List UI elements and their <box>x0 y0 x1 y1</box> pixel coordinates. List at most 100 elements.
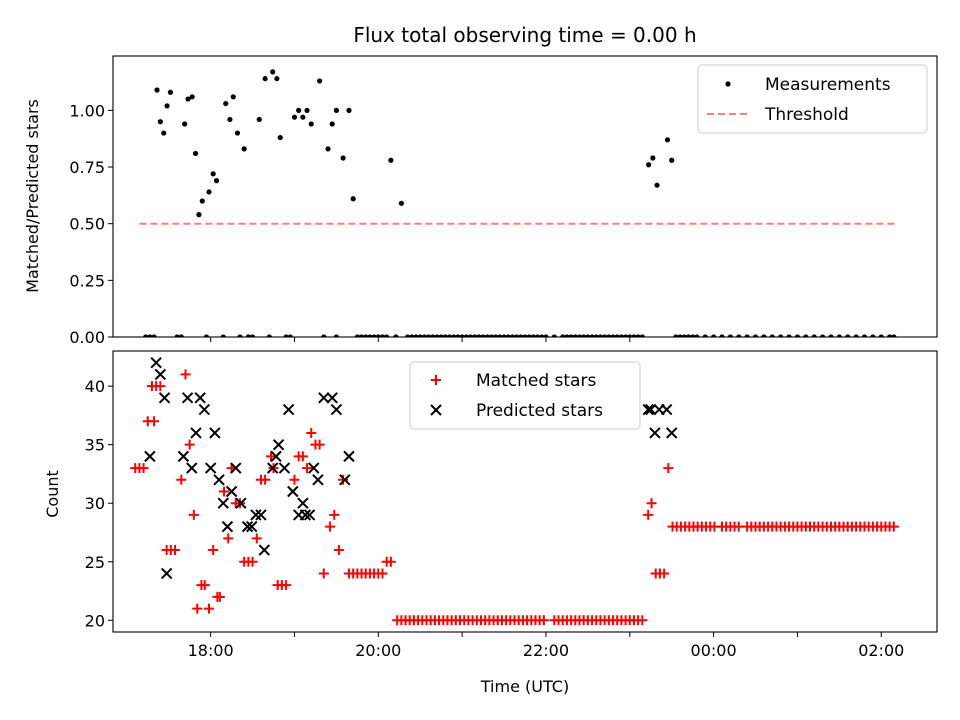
measurement-point <box>576 334 583 337</box>
measurement-point <box>514 334 520 337</box>
measurement-point <box>664 137 671 143</box>
measurement-point <box>769 334 775 337</box>
measurement-point <box>358 334 365 337</box>
measurement-point <box>887 334 893 337</box>
predicted-star-point <box>660 403 673 416</box>
measurement-point <box>752 334 759 337</box>
predicted-star-point <box>303 509 316 521</box>
x-tick-label: 22:00 <box>523 641 569 660</box>
measurement-point <box>203 334 210 337</box>
matched-star-point <box>180 369 191 380</box>
measurement-point <box>618 334 624 337</box>
measurement-point <box>560 334 566 337</box>
legend-threshold-label: Threshold <box>764 105 849 125</box>
measurement-point <box>234 130 241 136</box>
measurement-point <box>685 334 692 337</box>
measurement-point <box>654 182 660 188</box>
matched-star-point <box>188 509 199 520</box>
measurement-point <box>597 334 604 337</box>
measurement-point <box>363 334 369 337</box>
predicted-star-point <box>270 450 282 463</box>
predicted-star-point <box>190 427 202 439</box>
measurement-point <box>518 334 524 337</box>
matched-star-point <box>663 463 674 474</box>
measurement-point <box>161 130 167 136</box>
measurement-point <box>673 334 679 337</box>
predicted-star-point <box>186 462 198 474</box>
measurement-point <box>262 76 268 82</box>
measurement-point <box>669 157 675 163</box>
matched-star-point <box>223 533 234 544</box>
matched-star-point <box>170 545 181 556</box>
matched-star-point <box>297 451 308 462</box>
matched-star-point <box>333 545 344 556</box>
measurement-point <box>778 334 784 337</box>
predicted-star-point <box>665 427 678 439</box>
legend-predicted-marker <box>430 404 442 416</box>
matched-star-point <box>203 603 214 614</box>
measurement-point <box>367 334 373 337</box>
measurement-point <box>585 334 591 337</box>
measurement-point <box>329 121 335 127</box>
measurement-point <box>333 107 339 113</box>
measurement-point <box>522 334 528 337</box>
y-tick-label: 30 <box>85 494 105 513</box>
predicted-star-point <box>287 485 299 498</box>
measurement-point <box>744 334 750 337</box>
measurement-point <box>417 334 423 337</box>
matched-star-point <box>733 521 744 532</box>
legend: Measurements Threshold <box>697 64 928 134</box>
predicted-star-point <box>266 462 279 474</box>
y-tick-label: 0.25 <box>69 271 105 290</box>
legend-matched-marker <box>431 375 441 385</box>
predicted-star-point <box>181 392 194 404</box>
measurement-point <box>646 162 652 168</box>
measurement-point <box>694 334 700 337</box>
measurement-point <box>227 116 233 123</box>
measurement-point <box>803 334 809 337</box>
matched-star-point <box>184 439 195 450</box>
matched-star-point <box>214 591 225 602</box>
predicted-star-point <box>246 520 258 533</box>
measurement-point <box>484 334 490 337</box>
predicted-star-point <box>158 392 171 404</box>
measurement-point <box>421 334 428 337</box>
measurement-point <box>371 334 377 337</box>
top-plot: 0.00 0.25 0.50 0.75 1.00 Measurements Threshol… <box>69 55 938 347</box>
measurement-point <box>154 87 160 93</box>
measurement-point <box>287 334 293 337</box>
measurement-point <box>497 334 503 337</box>
measurement-point <box>354 334 360 337</box>
matched-star-point <box>888 521 899 532</box>
measurement-point <box>614 334 620 337</box>
measurement-point <box>206 189 212 195</box>
measurement-point <box>472 334 478 337</box>
measurement-point <box>455 334 461 337</box>
y-tick-label: 0.50 <box>69 215 105 234</box>
predicted-star-point <box>209 427 221 439</box>
predicted-star-point <box>235 497 247 509</box>
measurement-point <box>505 334 511 337</box>
predicted-star-point <box>213 474 225 486</box>
predicted-star-point <box>241 520 254 533</box>
measurement-point <box>501 334 507 337</box>
measurement-point <box>581 334 587 337</box>
legend-measurements-label: Measurements <box>765 75 891 95</box>
matched-star-point <box>199 580 210 591</box>
measurement-point <box>677 334 683 337</box>
y-tick-label: 0.00 <box>69 328 105 347</box>
matched-star-point <box>149 416 160 427</box>
measurement-point <box>192 150 199 157</box>
predicted-star-point <box>642 403 654 416</box>
measurement-point <box>199 198 205 204</box>
predicted-star-point <box>194 392 206 404</box>
predicted-star-point <box>198 403 211 416</box>
legend-measurements-marker <box>725 81 731 87</box>
predicted-star-point <box>230 462 242 474</box>
predicted-star-point <box>326 392 338 404</box>
measurement-point <box>442 334 448 337</box>
measurement-point <box>572 334 578 337</box>
predicted-star-point <box>250 509 262 521</box>
measurement-point <box>794 334 801 337</box>
